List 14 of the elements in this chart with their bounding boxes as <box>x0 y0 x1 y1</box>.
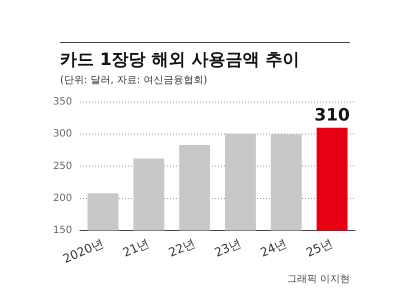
data-label: 310 <box>314 106 350 126</box>
x-tick-label: 23년 <box>212 236 243 260</box>
x-tick-label: 21년 <box>120 236 152 260</box>
x-tick-label: 22년 <box>166 236 198 260</box>
text: 그래픽 이지현 <box>286 273 350 286</box>
x-tick-label: 25년 <box>304 236 335 260</box>
x-tick-label: 24년 <box>258 236 289 260</box>
y-tick-label: 300 <box>52 128 72 140</box>
chart-title: 카드 1장당 해외 사용금액 추이 <box>60 49 300 71</box>
chart-subtitle: (단위: 달러, 자료: 여신금융협회) <box>60 74 208 87</box>
y-tick-label: 250 <box>52 160 72 172</box>
y-tick-label: 150 <box>52 225 72 236</box>
y-tick-label: 200 <box>52 192 72 204</box>
y-tick-label: 350 <box>52 96 72 108</box>
